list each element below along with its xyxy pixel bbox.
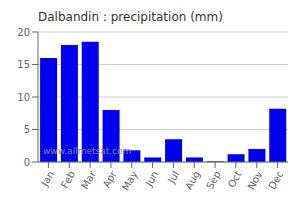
svg-text:Dec: Dec [266, 169, 285, 191]
svg-text:May: May [120, 169, 140, 192]
html-text:www.allmetsat.com: www.allmetsat.com [43, 146, 132, 156]
svg-text:Nov: Nov [245, 169, 264, 191]
svg-text:Jul: Jul [165, 169, 181, 186]
svg-text:Mar: Mar [79, 168, 98, 191]
svg-text:Sep: Sep [204, 169, 223, 191]
svg-text:Oct: Oct [226, 169, 244, 190]
svg-text:5: 5 [24, 124, 30, 135]
svg-text:Apr: Apr [101, 168, 120, 189]
svg-text:Feb: Feb [59, 169, 77, 190]
svg-text:Aug: Aug [183, 169, 202, 191]
svg-text:Jan: Jan [39, 169, 57, 189]
svg-text:15: 15 [17, 59, 30, 70]
svg-text:10: 10 [17, 92, 30, 103]
svg-text:0: 0 [24, 157, 30, 168]
svg-text:20: 20 [17, 27, 30, 38]
svg-text:Jun: Jun [143, 169, 161, 189]
html-text:Dalbandin : precipitation (mm): Dalbandin : precipitation (mm) [38, 10, 223, 24]
